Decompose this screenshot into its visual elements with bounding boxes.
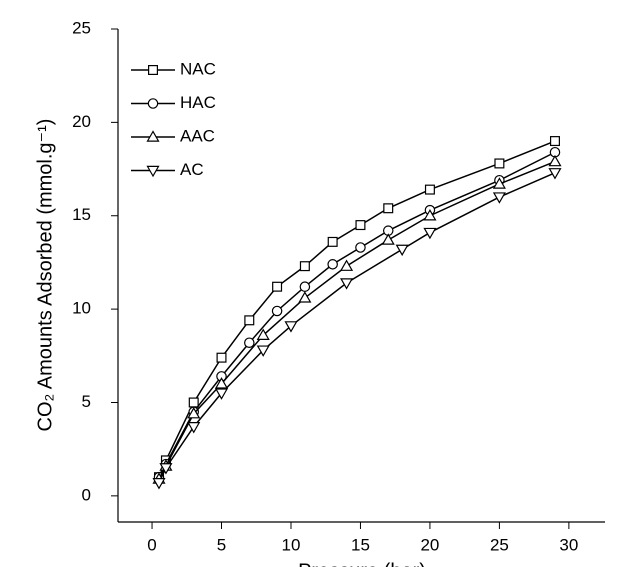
x-tick-label: 30: [559, 535, 578, 554]
legend-marker: [146, 165, 160, 178]
x-axis-label: Pressure (bar): [298, 560, 426, 567]
x-tick-label: 0: [147, 535, 156, 554]
marker: [271, 305, 283, 317]
marker: [159, 463, 173, 475]
marker: [187, 406, 201, 419]
marker: [244, 315, 255, 326]
series-line: [158, 140, 556, 478]
x-tick-label: 15: [351, 535, 370, 554]
y-axis-label: CO₂ Amounts Adsorbed (mmol.g⁻¹): [34, 119, 56, 432]
marker: [256, 345, 270, 357]
marker: [548, 168, 562, 180]
marker: [214, 377, 229, 389]
legend-marker: [148, 64, 159, 75]
y-tick-label: 10: [72, 299, 91, 318]
series-line: [158, 172, 556, 484]
x-tick-label: 20: [420, 535, 439, 554]
legend-label: HAC: [180, 93, 216, 112]
legend-label: NAC: [180, 59, 216, 78]
marker: [327, 236, 338, 247]
x-tick-label: 25: [490, 535, 509, 554]
marker: [355, 242, 366, 253]
legend-marker: [146, 130, 160, 142]
y-tick-label: 5: [82, 392, 91, 411]
marker: [152, 478, 166, 490]
marker: [272, 281, 283, 292]
x-tick-label: 10: [282, 535, 301, 554]
marker: [381, 233, 395, 245]
marker: [299, 261, 310, 272]
x-tick-label: 5: [217, 535, 226, 554]
marker: [383, 203, 394, 214]
series-line: [158, 160, 556, 480]
marker: [395, 244, 409, 257]
y-tick-label: 25: [72, 18, 91, 37]
marker: [549, 136, 560, 147]
marker: [340, 259, 354, 271]
marker: [424, 184, 435, 195]
marker: [187, 422, 201, 434]
marker: [188, 397, 199, 408]
legend-label: AC: [180, 160, 204, 179]
series-line: [158, 151, 556, 478]
marker: [298, 291, 312, 303]
marker: [284, 321, 298, 333]
marker: [494, 158, 505, 169]
y-tick-label: 20: [72, 112, 91, 131]
marker: [492, 192, 506, 204]
y-tick-label: 0: [82, 485, 91, 504]
marker: [492, 177, 506, 189]
marker: [355, 220, 366, 231]
marker: [214, 388, 229, 400]
marker: [216, 352, 227, 363]
marker: [423, 227, 437, 240]
marker: [327, 259, 338, 270]
marker: [256, 328, 270, 340]
marker: [340, 278, 354, 290]
marker: [244, 337, 255, 349]
legend-label: AAC: [180, 126, 215, 145]
legend-marker: [147, 98, 159, 109]
marker: [423, 209, 437, 221]
marker: [548, 154, 562, 167]
marker: [299, 281, 311, 292]
y-tick-label: 15: [72, 205, 91, 224]
